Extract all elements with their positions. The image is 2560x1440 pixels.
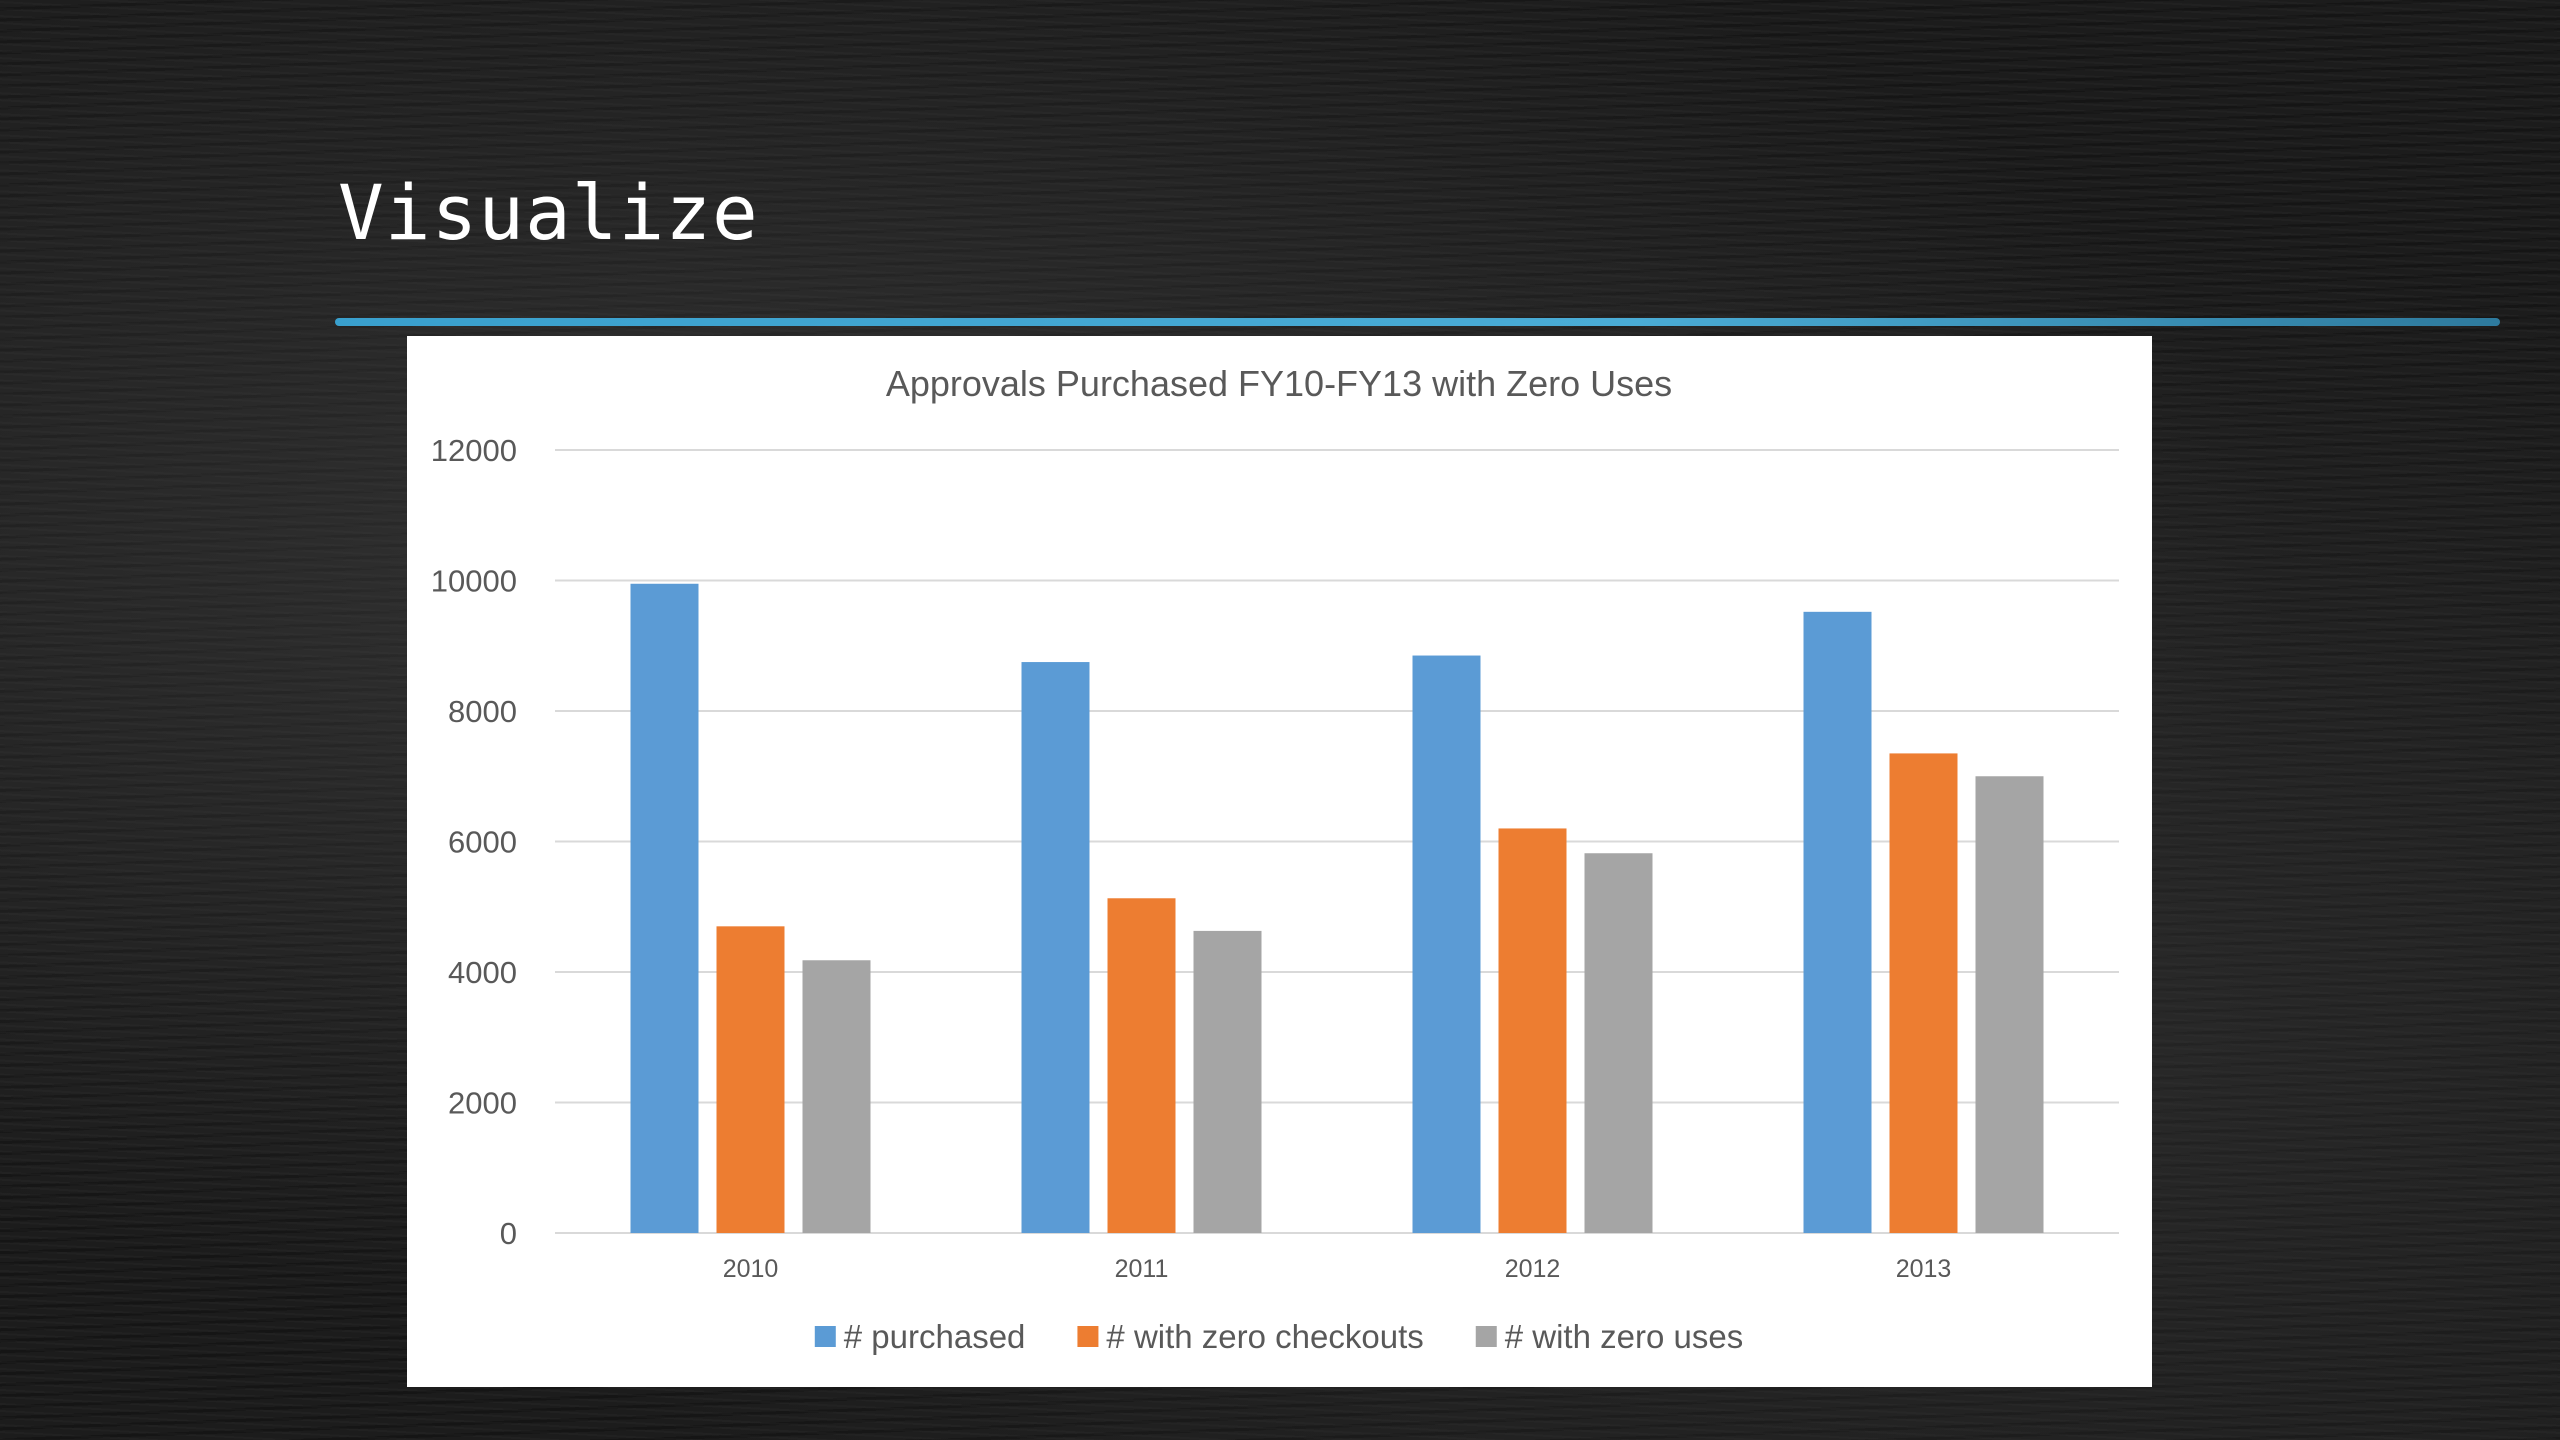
y-tick-label: 2000 [448, 1086, 517, 1121]
bar-2011-series-1 [1021, 662, 1090, 1233]
x-axis-categories: 2010 2011 2012 2013 [723, 1255, 1952, 1283]
legend-label: # with zero checkouts [1106, 1318, 1423, 1355]
bar-2013-series-1 [1803, 611, 1872, 1233]
legend-item: # with zero checkouts [1077, 1318, 1424, 1355]
gridlines [555, 449, 2119, 1234]
bar-2011-series-3 [1193, 930, 1262, 1233]
bar-chart: Approvals Purchased FY10-FY13 with Zero … [431, 363, 2119, 1355]
y-axis-ticks: 0 2000 4000 6000 8000 10000 12000 [431, 433, 517, 1251]
legend-swatch [1475, 1326, 1497, 1347]
legend: # purchased # with zero checkouts # with z… [814, 1318, 1743, 1355]
bar-2013-series-2 [1889, 753, 1958, 1233]
chart-card: Approvals Purchased FY10-FY13 with Zero … [407, 336, 2152, 1387]
bar-2013-series-3 [1975, 776, 2044, 1233]
bar-2010-series-3 [802, 960, 871, 1233]
legend-item: # purchased [814, 1318, 1026, 1355]
x-category-label: 2011 [1115, 1255, 1169, 1283]
title-underline [335, 318, 2500, 326]
legend-swatch [814, 1326, 836, 1347]
y-tick-label: 12000 [431, 433, 517, 468]
y-tick-label: 0 [500, 1216, 517, 1251]
y-tick-label: 10000 [431, 564, 517, 599]
legend-swatch [1077, 1326, 1099, 1347]
legend-label: # purchased [844, 1318, 1026, 1355]
bar-2012-series-2 [1498, 828, 1567, 1233]
legend-label: # with zero uses [1505, 1318, 1743, 1355]
bar-2012-series-1 [1412, 655, 1481, 1233]
x-category-label: 2010 [723, 1255, 779, 1283]
chart-title: Approvals Purchased FY10-FY13 with Zero … [886, 363, 1672, 404]
y-tick-label: 6000 [448, 825, 517, 860]
bars [630, 583, 2044, 1233]
bar-2012-series-3 [1584, 853, 1653, 1233]
y-tick-label: 8000 [448, 694, 517, 729]
bar-2010-series-1 [630, 583, 699, 1233]
x-category-label: 2013 [1896, 1255, 1952, 1283]
bar-2011-series-2 [1107, 898, 1176, 1233]
x-category-label: 2012 [1505, 1255, 1561, 1283]
slide-title: Visualize [338, 168, 759, 257]
y-tick-label: 4000 [448, 955, 517, 990]
legend-item: # with zero uses [1475, 1318, 1743, 1355]
bar-2010-series-2 [716, 926, 785, 1233]
